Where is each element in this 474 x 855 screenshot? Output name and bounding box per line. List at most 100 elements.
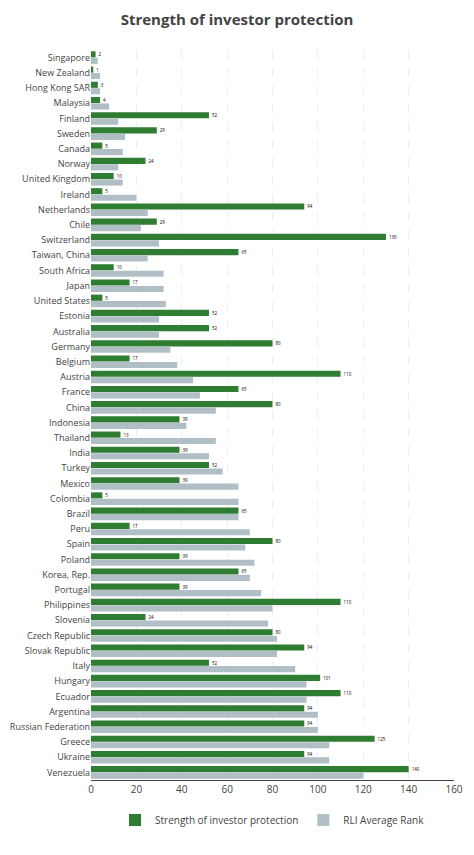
svg-text:Strength of investor protectio: Strength of investor protection xyxy=(155,813,298,827)
svg-text:Slovak Republic: Slovak Republic xyxy=(25,644,91,657)
svg-text:1: 1 xyxy=(96,67,99,73)
svg-text:Canada: Canada xyxy=(58,142,90,155)
svg-text:65: 65 xyxy=(241,249,247,255)
svg-text:94: 94 xyxy=(307,705,313,711)
svg-text:Thailand: Thailand xyxy=(54,431,90,444)
svg-text:2: 2 xyxy=(99,51,102,57)
svg-text:Australia: Australia xyxy=(53,325,90,338)
svg-text:Slovenia: Slovenia xyxy=(55,613,90,626)
svg-text:130: 130 xyxy=(389,234,397,240)
svg-text:39: 39 xyxy=(182,447,188,453)
svg-text:5: 5 xyxy=(105,295,108,301)
svg-text:Czech Republic: Czech Republic xyxy=(27,629,91,642)
svg-text:China: China xyxy=(66,401,90,414)
svg-text:52: 52 xyxy=(212,462,218,468)
svg-text:Peru: Peru xyxy=(70,522,90,535)
svg-text:140: 140 xyxy=(400,782,417,796)
svg-text:Strength of investor protectio: Strength of investor protection xyxy=(121,9,354,29)
svg-text:52: 52 xyxy=(212,325,218,331)
svg-text:29: 29 xyxy=(160,127,166,133)
svg-text:Argentina: Argentina xyxy=(49,705,90,718)
svg-text:Brazil: Brazil xyxy=(67,507,90,520)
svg-text:80: 80 xyxy=(276,340,282,346)
svg-text:Austria: Austria xyxy=(60,370,90,383)
svg-text:40: 40 xyxy=(176,782,188,796)
svg-text:India: India xyxy=(69,446,90,459)
svg-text:94: 94 xyxy=(307,203,313,209)
svg-text:110: 110 xyxy=(344,690,352,696)
svg-text:Indonesia: Indonesia xyxy=(49,416,90,429)
svg-text:Spain: Spain xyxy=(67,537,90,550)
svg-text:Korea, Rep.: Korea, Rep. xyxy=(42,568,90,581)
svg-text:Japan: Japan xyxy=(66,279,90,292)
svg-text:Hong Kong SAR: Hong Kong SAR xyxy=(25,81,90,94)
svg-text:Germany: Germany xyxy=(51,340,90,353)
svg-text:13: 13 xyxy=(123,432,129,438)
svg-text:RLI Average Rank: RLI Average Rank xyxy=(343,813,424,827)
svg-text:United Kingdom: United Kingdom xyxy=(22,172,90,185)
svg-text:Netherlands: Netherlands xyxy=(38,203,90,216)
svg-text:Poland: Poland xyxy=(61,553,90,566)
svg-text:Portugal: Portugal xyxy=(55,583,90,596)
svg-text:17: 17 xyxy=(133,523,139,529)
svg-text:24: 24 xyxy=(148,158,154,164)
svg-text:60: 60 xyxy=(221,782,233,796)
svg-text:10: 10 xyxy=(117,173,123,179)
svg-text:10: 10 xyxy=(117,264,123,270)
svg-text:110: 110 xyxy=(344,371,352,377)
svg-text:65: 65 xyxy=(241,386,247,392)
svg-text:Hungary: Hungary xyxy=(54,674,90,687)
svg-text:80: 80 xyxy=(267,782,279,796)
svg-text:Sweden: Sweden xyxy=(57,127,90,140)
svg-text:Colombia: Colombia xyxy=(50,492,90,505)
svg-text:39: 39 xyxy=(182,477,188,483)
svg-text:Italy: Italy xyxy=(72,659,90,672)
svg-text:South Africa: South Africa xyxy=(39,264,90,277)
svg-text:120: 120 xyxy=(355,782,372,796)
svg-text:0: 0 xyxy=(88,782,94,796)
svg-text:140: 140 xyxy=(412,766,420,772)
svg-text:Venezuela: Venezuela xyxy=(47,766,90,779)
svg-text:160: 160 xyxy=(445,782,462,796)
svg-text:Mexico: Mexico xyxy=(60,477,90,490)
svg-text:5: 5 xyxy=(105,188,108,194)
svg-text:5: 5 xyxy=(105,492,108,498)
svg-text:125: 125 xyxy=(378,736,386,742)
svg-text:65: 65 xyxy=(241,568,247,574)
svg-text:Switzerland: Switzerland xyxy=(41,233,90,246)
svg-text:Singapore: Singapore xyxy=(48,51,90,64)
svg-text:39: 39 xyxy=(182,553,188,559)
svg-text:Finland: Finland xyxy=(59,112,90,125)
svg-text:52: 52 xyxy=(212,112,218,118)
svg-text:Russian Federation: Russian Federation xyxy=(10,720,90,733)
svg-text:65: 65 xyxy=(241,508,247,514)
svg-text:Turkey: Turkey xyxy=(62,461,91,474)
svg-text:20: 20 xyxy=(131,782,143,796)
svg-text:Estonia: Estonia xyxy=(59,309,90,322)
svg-text:52: 52 xyxy=(212,310,218,316)
svg-text:39: 39 xyxy=(182,584,188,590)
svg-text:New Zealand: New Zealand xyxy=(35,66,90,79)
svg-text:3: 3 xyxy=(101,82,104,88)
svg-text:101: 101 xyxy=(323,675,331,681)
svg-text:110: 110 xyxy=(344,599,352,605)
svg-text:52: 52 xyxy=(212,660,218,666)
svg-text:Ukraine: Ukraine xyxy=(57,750,90,763)
svg-text:4: 4 xyxy=(103,97,106,103)
svg-text:100: 100 xyxy=(309,782,326,796)
svg-text:Norway: Norway xyxy=(58,157,91,170)
svg-text:Philippines: Philippines xyxy=(44,598,90,611)
svg-text:24: 24 xyxy=(148,614,154,620)
svg-text:94: 94 xyxy=(307,644,313,650)
svg-text:17: 17 xyxy=(133,355,139,361)
svg-text:Malaysia: Malaysia xyxy=(54,96,90,109)
svg-text:80: 80 xyxy=(276,538,282,544)
svg-text:80: 80 xyxy=(276,401,282,407)
svg-text:39: 39 xyxy=(182,416,188,422)
svg-text:Chile: Chile xyxy=(69,218,90,231)
svg-text:94: 94 xyxy=(307,751,313,757)
svg-text:Belgium: Belgium xyxy=(56,355,90,368)
svg-text:94: 94 xyxy=(307,720,313,726)
svg-text:80: 80 xyxy=(276,629,282,635)
svg-text:29: 29 xyxy=(160,219,166,225)
